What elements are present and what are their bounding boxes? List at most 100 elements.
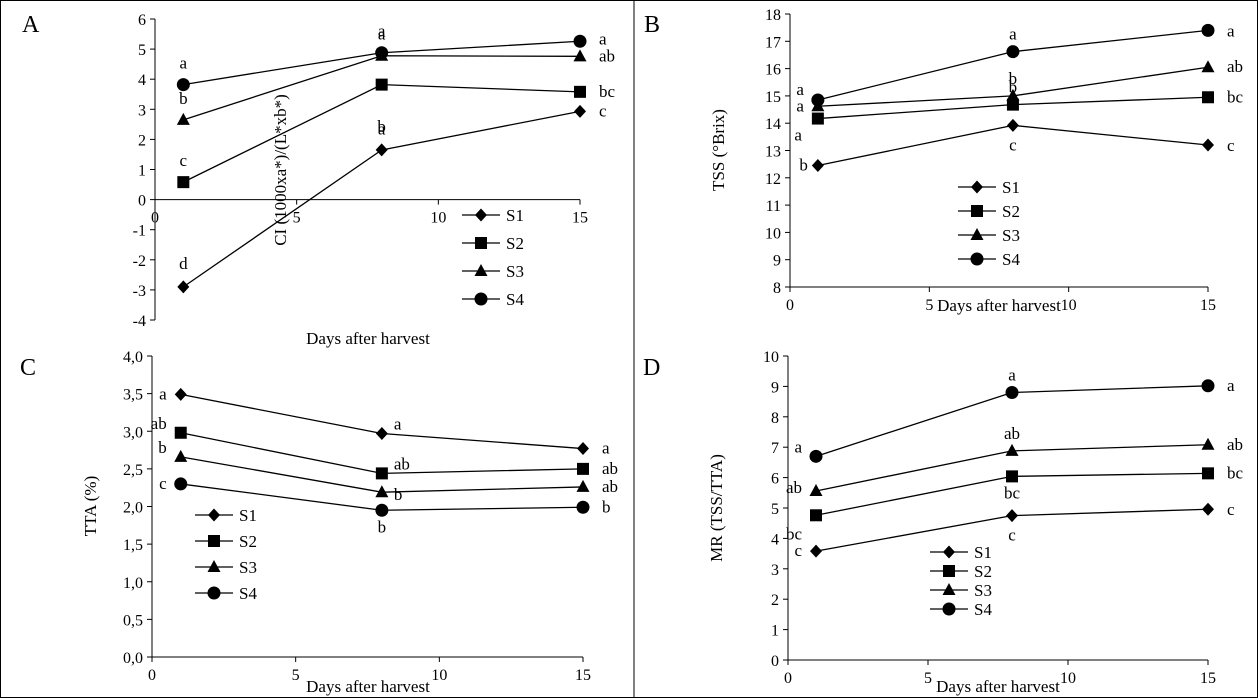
legend: S1 S2 S3 S4 bbox=[462, 206, 524, 309]
data-point bbox=[177, 176, 190, 189]
significance-label: ab bbox=[1227, 435, 1243, 454]
data-point bbox=[576, 500, 590, 514]
significance-label: b bbox=[179, 89, 188, 108]
y-tick-label: 2,5 bbox=[123, 462, 143, 479]
y-tick-label: 1 bbox=[138, 163, 146, 180]
legend-label: S2 bbox=[974, 562, 992, 581]
significance-label: a bbox=[1008, 365, 1016, 384]
significance-label: a bbox=[1009, 25, 1017, 44]
legend-label: S2 bbox=[506, 234, 524, 253]
data-point bbox=[574, 85, 586, 98]
data-point bbox=[1006, 509, 1018, 523]
data-point bbox=[375, 46, 389, 60]
significance-label: c bbox=[1227, 500, 1235, 519]
significance-label: b bbox=[158, 438, 167, 457]
data-point bbox=[574, 104, 586, 118]
y-tick-label: 2 bbox=[138, 132, 146, 149]
y-tick-label: 4 bbox=[138, 72, 146, 89]
data-point bbox=[1005, 443, 1019, 456]
x-tick-label: 10 bbox=[1061, 297, 1077, 314]
significance-label: bc bbox=[1227, 87, 1244, 106]
significance-label: b bbox=[1009, 78, 1018, 97]
y-tick-label: 13 bbox=[765, 144, 781, 161]
series-s1: c c c bbox=[794, 500, 1235, 560]
significance-label: b bbox=[799, 156, 808, 175]
significance-label: ab bbox=[786, 478, 802, 497]
data-point bbox=[1201, 23, 1215, 37]
significance-label: ab bbox=[1227, 57, 1243, 76]
data-point bbox=[174, 426, 187, 439]
legend-label: S1 bbox=[239, 506, 257, 525]
significance-label: a bbox=[394, 415, 402, 434]
panel-letter: B bbox=[644, 12, 660, 38]
y-axis-title: CI (1000xa*)/(L*xb*) bbox=[271, 94, 290, 246]
data-point bbox=[177, 280, 190, 294]
significance-label: bc bbox=[599, 82, 616, 101]
significance-label: c bbox=[599, 101, 607, 120]
x-tick-label: 10 bbox=[431, 667, 447, 684]
significance-label: d bbox=[179, 254, 188, 273]
legend-marker bbox=[207, 586, 221, 600]
series-s4: cbb bbox=[159, 474, 610, 536]
legend-marker bbox=[943, 565, 955, 577]
legend-marker bbox=[475, 208, 487, 222]
y-tick-label: 1,5 bbox=[123, 537, 143, 554]
panel-letter: C bbox=[20, 355, 36, 381]
significance-label: a bbox=[794, 437, 802, 456]
data-point bbox=[174, 449, 188, 462]
significance-label: bc bbox=[1004, 483, 1021, 502]
series-s1: b c c bbox=[799, 118, 1235, 175]
y-tick-label: 5 bbox=[771, 501, 779, 518]
data-point bbox=[573, 34, 587, 48]
y-tick-label: 6 bbox=[138, 12, 146, 29]
x-axis-title: Days after harvest bbox=[306, 329, 430, 348]
legend-label: S4 bbox=[974, 600, 992, 619]
legend-marker bbox=[208, 508, 220, 522]
significance-label: b bbox=[394, 485, 403, 504]
significance-label: a bbox=[378, 25, 386, 44]
data-point bbox=[375, 427, 388, 441]
significance-label: ab bbox=[151, 414, 167, 433]
legend-label: S2 bbox=[1002, 202, 1020, 221]
significance-label: a bbox=[378, 22, 386, 41]
data-point bbox=[375, 485, 389, 498]
y-tick-label: 9 bbox=[771, 379, 779, 396]
legend-marker bbox=[971, 180, 983, 194]
data-point bbox=[174, 477, 188, 491]
y-tick-label: 16 bbox=[765, 62, 781, 79]
data-point bbox=[577, 462, 589, 475]
data-point bbox=[1006, 118, 1019, 132]
y-tick-label: 17 bbox=[765, 34, 781, 51]
data-point bbox=[1006, 98, 1019, 111]
series-s4: a a a bbox=[176, 22, 607, 92]
significance-label: c bbox=[1227, 136, 1235, 155]
y-tick-label: 1 bbox=[771, 623, 779, 640]
series-s3: ab ab ab bbox=[786, 424, 1243, 497]
y-tick-label: 18 bbox=[765, 7, 781, 24]
panel-letter: D bbox=[643, 355, 660, 381]
y-tick-label: 5 bbox=[138, 42, 146, 59]
x-tick-label: 15 bbox=[572, 210, 588, 227]
legend-marker bbox=[971, 205, 983, 217]
legend-marker bbox=[970, 252, 984, 266]
legend: S1 S2 S3 S4 bbox=[958, 178, 1020, 269]
legend-label: S3 bbox=[506, 262, 524, 281]
data-point bbox=[375, 78, 388, 91]
x-axis-title: Days after harvest bbox=[306, 677, 430, 696]
y-tick-label: 9 bbox=[773, 253, 781, 270]
x-axis-title: Days after harvest bbox=[936, 677, 1060, 696]
series-s4: a a a bbox=[794, 365, 1235, 463]
legend-label: S1 bbox=[506, 206, 524, 225]
legend-label: S4 bbox=[1002, 250, 1020, 269]
y-tick-label: 10 bbox=[765, 225, 781, 242]
significance-label: ab bbox=[602, 459, 618, 478]
significance-label: c bbox=[1008, 526, 1016, 545]
y-tick-label: 12 bbox=[765, 171, 781, 188]
legend-marker bbox=[474, 292, 488, 306]
x-tick-label: 5 bbox=[924, 670, 932, 687]
y-tick-label: -1 bbox=[133, 223, 146, 240]
data-point bbox=[809, 483, 823, 496]
x-tick-label: 5 bbox=[292, 667, 300, 684]
